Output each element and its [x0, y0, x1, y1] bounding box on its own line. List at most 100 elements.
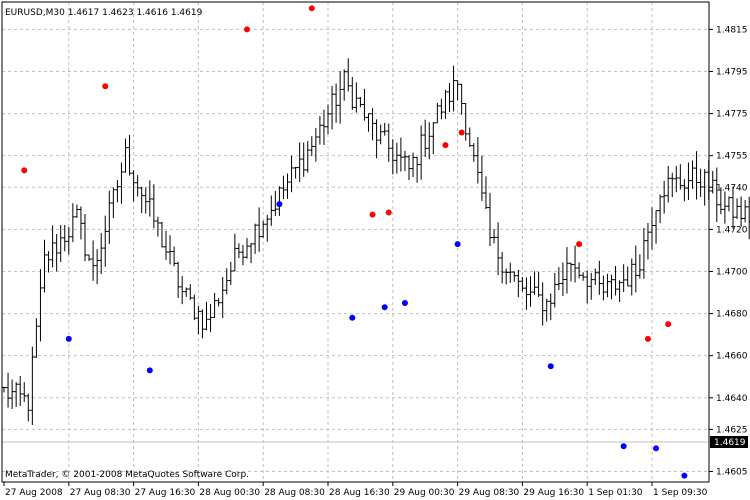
ohlc-bar	[87, 254, 92, 261]
ohlc-bar	[228, 261, 233, 285]
ohlc-bar	[613, 265, 618, 296]
fractal-down-marker	[381, 304, 388, 311]
ohlc-bar	[633, 245, 638, 293]
ohlc-bar	[443, 89, 448, 120]
copyright-label: MetaTrader, © 2001-2008 MetaQuotes Softw…	[5, 470, 249, 480]
ohlc-bar	[569, 262, 573, 282]
x-tick-label: 27 Aug 2008	[5, 488, 63, 498]
ohlc-bar	[390, 139, 395, 175]
ohlc-bar	[718, 187, 723, 215]
ohlc-bar	[540, 282, 545, 326]
ohlc-bar	[261, 220, 266, 238]
ohlc-bar	[273, 190, 278, 217]
ohlc-bar	[34, 318, 39, 358]
ohlc-bar	[581, 272, 586, 281]
ohlc-bar	[641, 227, 646, 279]
fractal-down-marker	[401, 300, 408, 307]
ohlc-bar	[111, 187, 116, 219]
ohlc-bar	[690, 160, 695, 189]
ohlc-bar	[585, 270, 590, 304]
ohlc-bar	[123, 138, 128, 173]
ohlc-bar	[321, 109, 326, 145]
ohlc-bar	[520, 276, 525, 292]
ohlc-bar	[471, 143, 476, 162]
ohlc-bar	[702, 169, 707, 206]
ohlc-bar	[407, 154, 411, 180]
ohlc-bar	[253, 223, 258, 254]
y-tick-label: 1.4775	[716, 110, 748, 120]
ohlc-bar	[289, 155, 294, 193]
ohlc-bar	[26, 393, 31, 422]
ohlc-bar	[83, 213, 87, 262]
ohlc-bar	[451, 65, 456, 112]
y-tick-label: 1.4640	[716, 394, 748, 404]
chart-header: EURUSD,M30 1.4617 1.4623 1.4616 1.4619	[5, 8, 203, 18]
ohlc-bar	[398, 137, 403, 172]
ohlc-bar	[439, 98, 444, 120]
ohlc-bar	[184, 287, 189, 297]
x-tick-label: 27 Aug 16:30	[135, 488, 196, 498]
ohlc-bar	[382, 122, 387, 136]
ohlc-bar	[423, 119, 428, 158]
ohlc-bar	[342, 69, 347, 101]
ohlc-bar	[164, 230, 168, 260]
ohlc-bar	[313, 128, 318, 162]
time-axis[interactable]: 27 Aug 2008 27 Aug 08:30 27 Aug 16:30 28 Au…	[3, 482, 708, 498]
ohlc-bars	[2, 58, 750, 425]
ohlc-bar	[431, 122, 436, 155]
ohlc-bar	[269, 195, 274, 226]
y-tick-label: 1.4605	[716, 467, 748, 477]
ohlc-bar	[2, 386, 6, 393]
price-axis[interactable]: 1.4815 1.4795 1.4775 1.4755 1.4740 1.4720 1.47…	[709, 25, 748, 477]
ohlc-bar	[516, 269, 521, 298]
ohlc-bar	[560, 262, 565, 297]
ohlc-bar	[155, 216, 160, 237]
fractal-up-marker	[102, 83, 109, 90]
y-tick-label: 1.4740	[716, 183, 748, 193]
ohlc-bar	[42, 239, 47, 293]
x-tick-label: 28 Aug 00:30	[199, 488, 260, 498]
ohlc-bar	[621, 264, 626, 293]
price-badge: 1.4619	[710, 436, 748, 448]
ohlc-bar	[670, 172, 675, 198]
ohlc-bar	[70, 203, 75, 243]
close-value: 1.4619	[171, 8, 203, 18]
ohlc-bar	[99, 233, 104, 275]
y-tick-label: 1.4755	[716, 152, 748, 162]
ohlc-bar	[739, 196, 744, 227]
ohlc-bar	[402, 150, 407, 172]
ohlc-bar	[216, 298, 221, 307]
ohlc-bar	[200, 309, 205, 339]
ohlc-bar	[208, 304, 213, 333]
ohlc-bar	[650, 207, 654, 250]
ohlc-bar	[532, 271, 537, 295]
ohlc-bar	[374, 119, 379, 159]
ohlc-bar	[666, 165, 671, 203]
fractal-down-marker	[146, 367, 153, 374]
ohlc-bar	[552, 272, 557, 308]
ohlc-bar	[196, 305, 201, 335]
fractal-markers	[21, 5, 688, 479]
ohlc-bar	[30, 346, 35, 425]
x-tick-label: 1 Sep 09:30	[653, 488, 708, 498]
low-value: 1.4616	[136, 8, 168, 18]
ohlc-bar	[285, 173, 290, 199]
ohlc-bar	[350, 76, 355, 110]
ohlc-bar	[435, 102, 440, 124]
ohlc-bar	[386, 123, 391, 162]
fractal-down-marker	[65, 335, 72, 342]
ohlc-bar	[18, 375, 23, 407]
ohlc-bar	[317, 116, 322, 145]
ohlc-bar	[411, 152, 416, 177]
ohlc-bar	[637, 254, 642, 279]
high-value: 1.4623	[102, 8, 134, 18]
ohlc-bar	[212, 292, 217, 318]
ohlc-bar	[6, 372, 11, 408]
ohlc-bar	[658, 194, 663, 224]
ohlc-bar	[139, 186, 144, 214]
fractal-down-marker	[653, 445, 660, 452]
ohlc-bar	[512, 271, 517, 282]
ohlc-bar	[378, 124, 383, 145]
